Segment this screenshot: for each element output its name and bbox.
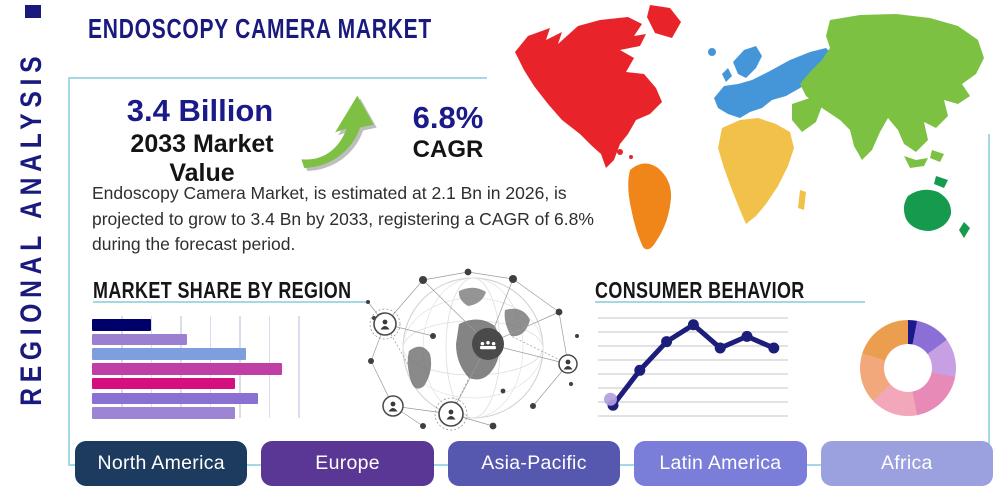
region-button-africa[interactable]: Africa bbox=[820, 441, 994, 486]
sidebar-vertical-label: REGIONAL ANALYSIS bbox=[15, 50, 48, 406]
consumer-behavior-heading: CONSUMER BEHAVIOR bbox=[595, 277, 805, 303]
bar-segment bbox=[92, 392, 259, 404]
market-share-bar-chart bbox=[92, 314, 307, 424]
market-value-caption: 2033 Market Value bbox=[130, 130, 274, 187]
region-button-europe[interactable]: Europe bbox=[261, 441, 434, 486]
region-button-row: North America Europe Asia-Pacific Latin … bbox=[75, 441, 994, 486]
consumer-behavior-line-chart bbox=[598, 317, 788, 417]
bar-segment bbox=[92, 333, 187, 346]
bar-chart-gridline bbox=[298, 316, 300, 418]
bar-segment bbox=[92, 348, 247, 360]
bar-segment bbox=[92, 363, 282, 375]
region-donut-chart bbox=[860, 320, 956, 416]
market-value-stat: 3.4 Billion bbox=[126, 93, 274, 128]
map-region-oceania bbox=[903, 176, 970, 238]
map-region-asia bbox=[792, 14, 984, 168]
map-region-africa bbox=[718, 118, 806, 224]
market-description: Endoscopy Camera Market, is estimated at… bbox=[92, 183, 594, 255]
frame-border-top bbox=[68, 77, 487, 79]
region-button-asia-pacific[interactable]: Asia-Pacific bbox=[447, 441, 621, 486]
bar-segment bbox=[92, 319, 152, 331]
consumer-behavior-underline bbox=[595, 301, 865, 303]
world-map bbox=[515, 5, 984, 250]
page-title: ENDOSCOPY CAMERA MARKET bbox=[88, 13, 432, 44]
cagr-stat: 6.8% bbox=[412, 100, 484, 135]
region-button-north-america[interactable]: North America bbox=[75, 441, 248, 486]
cagr-caption: CAGR bbox=[412, 136, 484, 163]
frame-border-left bbox=[68, 77, 70, 466]
map-region-south-america bbox=[628, 163, 672, 250]
up-trend-arrow-icon bbox=[301, 95, 374, 168]
frame-border-right bbox=[988, 134, 990, 466]
market-share-heading: MARKET SHARE BY REGION bbox=[93, 277, 352, 303]
market-share-underline bbox=[93, 301, 370, 303]
corner-accent-square bbox=[25, 5, 41, 18]
map-region-north-america bbox=[515, 5, 681, 168]
map-region-europe bbox=[708, 46, 834, 118]
global-network-globe-graphic bbox=[366, 268, 579, 431]
bar-segment bbox=[92, 377, 235, 390]
region-button-latin-america[interactable]: Latin America bbox=[634, 441, 807, 486]
bar-segment bbox=[92, 407, 235, 419]
